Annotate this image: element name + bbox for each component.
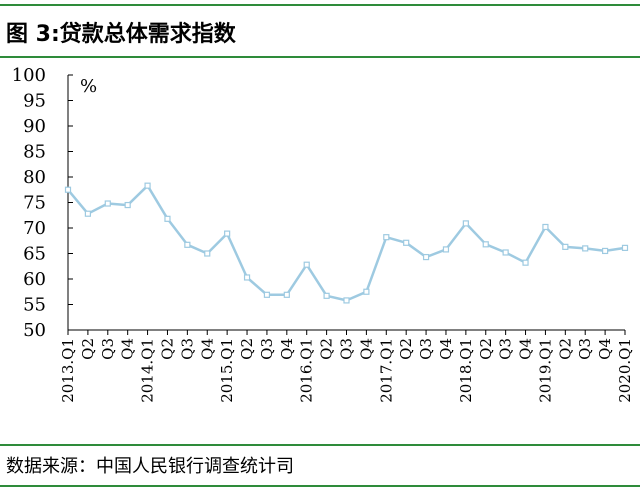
data-point xyxy=(562,243,569,250)
x-tick-label: Q3 xyxy=(178,338,196,360)
top-rule xyxy=(0,4,640,6)
x-tick-label: Q3 xyxy=(497,338,515,360)
y-tick-label: 90 xyxy=(23,116,46,137)
data-point xyxy=(363,288,370,295)
y-axis-unit: % xyxy=(80,76,97,97)
x-tick-label: Q2 xyxy=(397,338,415,360)
data-point xyxy=(522,259,529,266)
y-tick-label: 75 xyxy=(23,193,46,214)
data-point xyxy=(621,244,629,251)
data-point xyxy=(602,247,609,255)
data-point xyxy=(164,215,171,222)
x-tick-label: Q3 xyxy=(258,338,276,360)
x-tick-label: Q4 xyxy=(437,338,455,360)
data-point xyxy=(582,245,589,252)
data-point xyxy=(263,291,271,298)
x-tick-label: Q2 xyxy=(238,338,256,360)
x-tick-label: 2014.Q1 xyxy=(139,338,157,403)
data-point xyxy=(422,253,430,261)
figure-title: 图 3:贷款总体需求指数 xyxy=(6,22,236,47)
data-point xyxy=(542,223,549,231)
data-point xyxy=(64,186,72,193)
data-point xyxy=(442,246,450,253)
data-point xyxy=(224,230,231,237)
data-point xyxy=(283,291,290,298)
data-point xyxy=(462,220,469,227)
x-tick-label: Q2 xyxy=(556,338,574,360)
x-tick-label: Q4 xyxy=(357,338,375,360)
x-tick-label: 2017.Q1 xyxy=(377,338,395,403)
x-tick-label: Q4 xyxy=(278,338,296,360)
x-tick-label: Q3 xyxy=(417,338,435,360)
y-tick-label: 50 xyxy=(23,320,46,341)
data-point xyxy=(84,210,91,217)
source-rule xyxy=(0,444,640,446)
y-tick-label: 80 xyxy=(23,167,46,188)
data-point xyxy=(403,239,410,246)
x-tick-label: Q2 xyxy=(318,338,336,360)
source-note: 数据来源：中国人民银行调查统计司 xyxy=(6,456,294,477)
y-tick-label: 70 xyxy=(23,218,46,239)
x-tick-label: 2016.Q1 xyxy=(298,338,316,403)
x-tick-label: 2013.Q1 xyxy=(59,338,77,403)
x-tick-label: Q3 xyxy=(338,338,356,360)
x-tick-label: 2015.Q1 xyxy=(218,338,236,403)
data-point xyxy=(204,250,211,257)
data-point xyxy=(104,200,111,207)
x-tick-label: Q2 xyxy=(158,338,176,360)
data-point xyxy=(482,241,489,248)
data-point xyxy=(502,249,509,256)
data-point xyxy=(124,201,131,209)
data-point xyxy=(243,274,251,281)
x-tick-label: 2020.Q1 xyxy=(616,338,634,403)
data-point xyxy=(303,261,310,268)
data-point xyxy=(343,297,350,304)
data-point xyxy=(323,292,330,299)
x-tick-label: 2019.Q1 xyxy=(536,338,554,403)
x-tick-label: Q3 xyxy=(99,338,117,360)
x-tick-label: Q4 xyxy=(517,338,535,360)
data-point xyxy=(383,234,390,241)
x-tick-label: Q2 xyxy=(477,338,495,360)
x-tick-label: Q4 xyxy=(596,338,614,360)
data-point xyxy=(184,241,191,248)
y-tick-label: 60 xyxy=(23,269,46,290)
y-tick-label: 55 xyxy=(23,295,46,316)
x-tick-label: 2018.Q1 xyxy=(457,338,475,403)
y-tick-label: 65 xyxy=(23,244,46,265)
x-tick-label: Q4 xyxy=(119,338,137,360)
x-tick-label: Q3 xyxy=(576,338,594,360)
y-tick-label: 100 xyxy=(12,65,46,86)
bottom-rule xyxy=(0,485,640,487)
x-tick-label: Q2 xyxy=(79,338,97,360)
title-rule xyxy=(0,56,640,58)
data-point xyxy=(144,182,151,189)
series-line xyxy=(67,184,626,302)
y-tick-label: 85 xyxy=(23,142,46,163)
x-tick-label: Q4 xyxy=(198,338,216,360)
y-tick-label: 95 xyxy=(23,91,46,112)
